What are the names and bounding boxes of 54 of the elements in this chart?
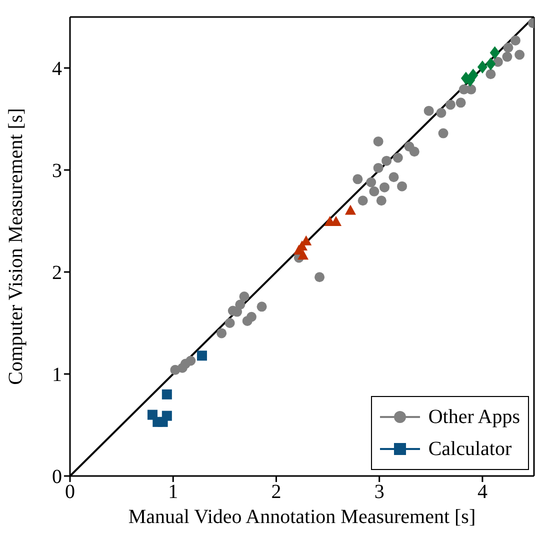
point <box>502 52 512 62</box>
point <box>256 302 267 312</box>
point <box>298 250 309 260</box>
point <box>486 57 496 70</box>
point <box>162 410 172 421</box>
point <box>162 389 172 400</box>
point <box>239 291 250 302</box>
point <box>436 108 446 118</box>
point <box>314 272 325 282</box>
point <box>379 182 390 192</box>
point <box>369 186 380 196</box>
point <box>486 69 496 80</box>
point <box>373 162 384 173</box>
x-tick-label: 1 <box>168 481 178 504</box>
point <box>466 84 476 94</box>
point <box>490 46 500 60</box>
point <box>477 60 488 74</box>
point <box>352 174 363 184</box>
y-tick-label: 0 <box>52 466 62 488</box>
point <box>366 177 376 188</box>
point <box>388 172 399 182</box>
point <box>216 328 227 338</box>
point <box>397 181 408 192</box>
y-axis-title: Computer Vision Measurement [s] <box>5 108 28 385</box>
y-tick-label: 4 <box>52 58 62 80</box>
point <box>344 204 356 215</box>
legend-label: Other Apps <box>428 405 520 430</box>
point <box>382 156 392 166</box>
point <box>358 196 368 206</box>
x-tick-label: 2 <box>271 481 282 504</box>
y-tick-label: 2 <box>52 262 62 284</box>
point <box>424 106 434 116</box>
point <box>246 312 256 322</box>
point <box>235 300 246 310</box>
point <box>186 356 196 366</box>
point <box>438 128 448 138</box>
point <box>468 68 478 82</box>
point <box>503 42 514 53</box>
point <box>409 146 420 157</box>
x-axis-title: Manual Video Annotation Measurement [s] <box>128 506 476 528</box>
point <box>196 350 207 361</box>
point <box>392 152 403 163</box>
x-tick-label: 4 <box>477 481 488 504</box>
point <box>445 100 456 110</box>
y-tick-label: 3 <box>52 160 62 182</box>
x-tick-label: 3 <box>374 481 384 504</box>
point <box>224 318 235 328</box>
point <box>456 98 466 108</box>
point <box>376 196 386 206</box>
point <box>373 136 384 146</box>
legend-label: Calculator <box>428 437 512 462</box>
point <box>510 35 520 46</box>
point <box>514 50 525 60</box>
y-tick-label: 1 <box>52 364 62 386</box>
